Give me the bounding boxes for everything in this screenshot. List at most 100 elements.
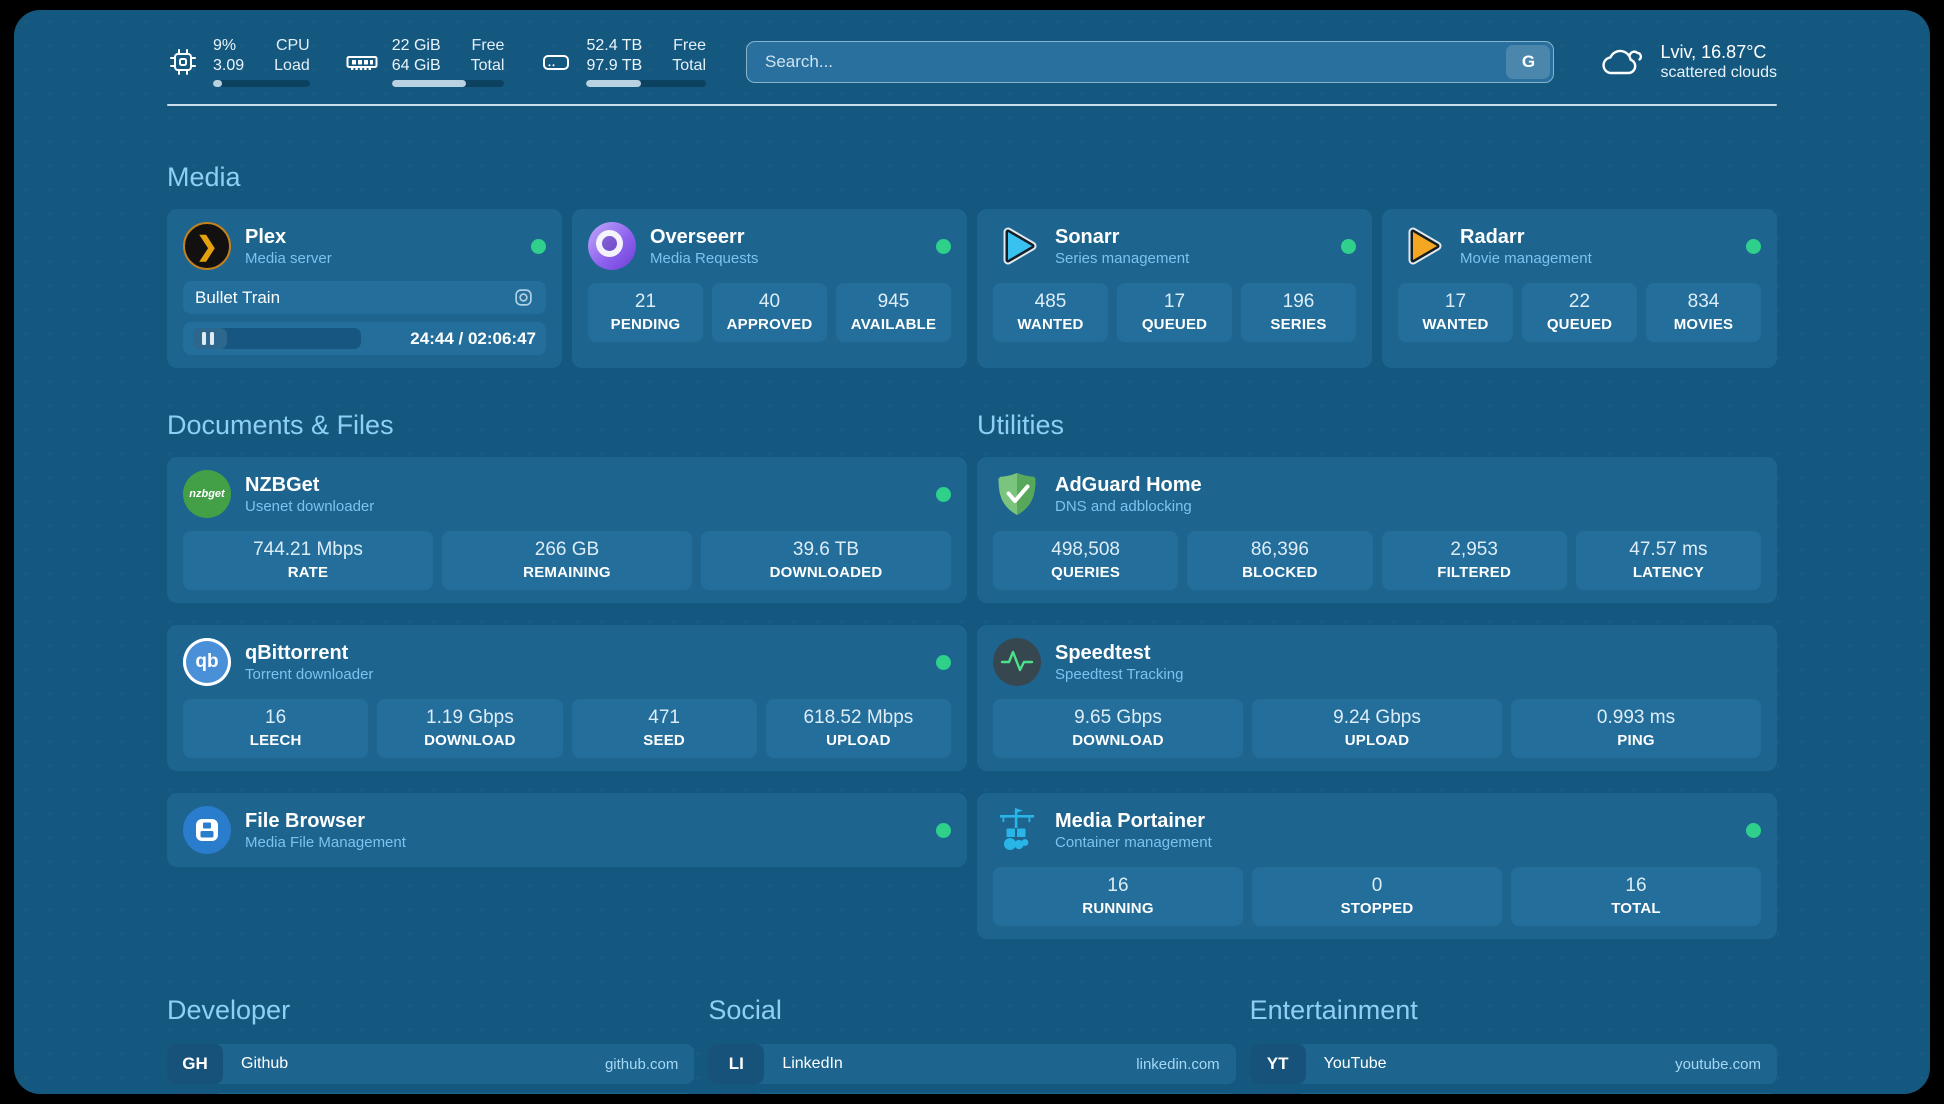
stat-value: 16 <box>1625 875 1647 897</box>
link-twitter[interactable]: TW Twitter twitter.com <box>708 1093 1236 1094</box>
stat-label: WANTED <box>1422 316 1489 334</box>
stat-tile: 618.52 Mbps UPLOAD <box>765 699 951 759</box>
stat-value: 471 <box>648 707 680 729</box>
documents-section: Documents & Files nzbget NZBGet Usenet d… <box>167 410 967 939</box>
stat-tile: 40 APPROVED <box>712 283 827 343</box>
stat-value: 9.65 Gbps <box>1074 707 1162 729</box>
stat-value: 39.6 TB <box>792 539 860 561</box>
link-abbr: YT <box>1249 1044 1306 1085</box>
nzbget-icon: nzbget <box>183 470 231 519</box>
disk-free-value: 52.4 TB <box>586 37 643 54</box>
link-abbr: GH <box>167 1044 223 1085</box>
stat-tile: 16 TOTAL <box>1511 867 1761 927</box>
sonarr-card[interactable]: Sonarr Series management 485 WANTED 17 Q… <box>977 209 1372 369</box>
disk-icon <box>540 46 572 78</box>
speedtest-card[interactable]: Speedtest Speedtest Tracking 9.65 Gbps D… <box>977 625 1777 772</box>
ram-progress-bar <box>391 80 505 88</box>
stat-value: 22 <box>1568 291 1591 313</box>
plex-card[interactable]: ❯ Plex Media server Bullet Train <box>167 209 562 369</box>
app-subtitle: Series management <box>1055 250 1190 268</box>
app-name: qBittorrent <box>245 642 349 665</box>
qbittorrent-card[interactable]: qb qBittorrent Torrent downloader 16 LEE… <box>167 625 967 772</box>
app-name: File Browser <box>245 810 366 833</box>
overseerr-card[interactable]: Overseerr Media Requests 21 PENDING 40 A… <box>572 209 967 369</box>
playback-progress-row: 24:44 / 02:06:47 <box>183 322 546 356</box>
search-input[interactable] <box>747 41 1507 82</box>
link-name: StackOverflow <box>223 1093 344 1094</box>
link-stackoverflow[interactable]: SO StackOverflow stackoverflow.com <box>167 1093 695 1094</box>
media-section: Media ❯ Plex Media server Bullet Train <box>167 162 1777 369</box>
stat-tile: 471 SEED <box>571 699 757 759</box>
cpu-progress-bar <box>213 80 310 88</box>
dashboard-frame: 9% CPU 3.09 Load <box>14 10 1930 1094</box>
weather-widget: Lviv, 16.87°C scattered clouds <box>1600 41 1777 82</box>
stat-label: DOWNLOADED <box>769 564 883 582</box>
portainer-card[interactable]: Media Portainer Container management 16 … <box>977 793 1777 940</box>
stat-value: 86,396 <box>1250 539 1309 561</box>
session-info-button[interactable] <box>513 287 534 308</box>
link-url: youtube.com <box>1675 1055 1761 1073</box>
pause-icon <box>210 332 214 346</box>
stat-value: 485 <box>1034 291 1067 313</box>
adguard-card[interactable]: AdGuard Home DNS and adblocking 498,508 … <box>977 457 1777 604</box>
stat-label: QUEUED <box>1141 316 1208 334</box>
app-name: Media Portainer <box>1055 810 1206 833</box>
status-dot <box>1746 822 1761 838</box>
stat-label: PENDING <box>610 316 681 334</box>
documents-section-title: Documents & Files <box>167 410 394 441</box>
link-linkedin[interactable]: LI LinkedIn linkedin.com <box>708 1044 1236 1085</box>
disk-free-label: Free <box>673 37 706 54</box>
developer-section-title: Developer <box>167 995 291 1026</box>
link-netflix[interactable]: NF Netflix netflix.com <box>1249 1093 1777 1094</box>
status-dot <box>1746 238 1761 254</box>
link-github[interactable]: GH Github github.com <box>167 1044 695 1085</box>
filebrowser-icon <box>183 806 231 855</box>
stat-tile: 0 STOPPED <box>1252 867 1502 927</box>
nzbget-card[interactable]: nzbget NZBGet Usenet downloader 744.21 M… <box>167 457 967 604</box>
link-url: netflix.com <box>1689 1093 1777 1094</box>
header-divider <box>167 104 1777 107</box>
top-bar: 9% CPU 3.09 Load <box>167 10 1777 88</box>
stat-tile: 834 MOVIES <box>1646 283 1761 343</box>
stat-tile: 16 RUNNING <box>993 867 1243 927</box>
radarr-icon <box>1398 222 1446 270</box>
status-dot <box>936 822 951 838</box>
app-subtitle: Media Requests <box>650 250 759 268</box>
entertainment-section-title: Entertainment <box>1249 995 1418 1026</box>
status-dot <box>1341 238 1356 254</box>
stat-value: 945 <box>877 291 910 313</box>
ram-free-value: 22 GiB <box>391 37 441 54</box>
link-abbr: NF <box>1249 1093 1306 1094</box>
app-subtitle: Usenet downloader <box>245 498 375 516</box>
filebrowser-card[interactable]: File Browser Media File Management <box>167 793 967 868</box>
system-stats: 9% CPU 3.09 Load <box>167 36 706 88</box>
stat-label: SEED <box>643 732 685 750</box>
search-bar: G <box>746 40 1555 83</box>
app-subtitle: Torrent downloader <box>245 666 374 684</box>
cpu-load-label: Load <box>274 56 310 74</box>
app-name: Speedtest <box>1055 642 1151 665</box>
stat-tile: 22 QUEUED <box>1522 283 1637 343</box>
stat-label: REMAINING <box>523 564 611 582</box>
app-name: Overseerr <box>650 226 745 249</box>
app-name: NZBGet <box>245 474 320 497</box>
app-name: AdGuard Home <box>1055 474 1202 497</box>
adguard-icon <box>993 470 1041 518</box>
stat-label: RUNNING <box>1082 900 1154 918</box>
disk-total-label: Total <box>672 56 706 74</box>
stat-value: 834 <box>1687 291 1720 313</box>
link-youtube[interactable]: YT YouTube youtube.com <box>1249 1044 1777 1085</box>
stat-label: UPLOAD <box>826 732 891 750</box>
stat-tile: 498,508 QUERIES <box>993 531 1179 591</box>
stat-value: 21 <box>634 291 657 313</box>
link-name: YouTube <box>1323 1055 1387 1073</box>
developer-section: Developer GH Github github.com SO StackO… <box>167 995 695 1094</box>
cpu-usage-label: CPU <box>275 37 310 54</box>
search-engine-button[interactable]: G <box>1506 44 1551 79</box>
link-abbr: LI <box>708 1044 765 1085</box>
utilities-section: Utilities AdGuard Home <box>977 410 1777 940</box>
radarr-card[interactable]: Radarr Movie management 17 WANTED 22 QUE… <box>1382 209 1777 369</box>
plex-icon: ❯ <box>183 222 231 271</box>
stat-label: AVAILABLE <box>850 316 937 334</box>
stat-value: 266 GB <box>534 539 600 561</box>
